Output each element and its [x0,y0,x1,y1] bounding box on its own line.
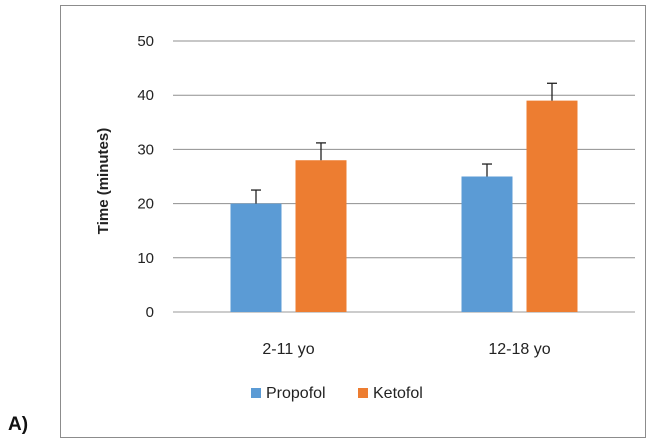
legend-swatch-ketofol [358,388,368,398]
legend-swatch-propofol [251,388,261,398]
y-tick-label: 40 [137,87,154,104]
chart-frame: 0 10 20 30 40 50 2-11 yo 12-18 yo Time (minute… [60,5,646,438]
bar-propofol-2 [461,176,513,312]
bar-ketofol-1 [295,160,347,312]
y-axis-title: Time (minutes) [95,128,112,234]
x-tick-label: 2-11 yo [262,341,314,358]
y-tick-label: 10 [137,250,154,267]
y-tick-label: 0 [146,304,154,321]
x-tick-labels: 2-11 yo 12-18 yo [262,341,550,358]
y-tick-label: 20 [137,196,154,213]
legend: Propofol Ketofol [251,385,423,402]
error-bars [251,82,557,204]
bar-chart: 0 10 20 30 40 50 2-11 yo 12-18 yo Time (minute… [95,33,635,402]
panel-label: A) [8,414,29,435]
bar-ketofol-2 [526,100,578,313]
y-tick-label: 30 [137,141,154,158]
legend-label-propofol: Propofol [266,385,326,402]
legend-label-ketofol: Ketofol [373,385,423,402]
x-tick-label: 12-18 yo [488,341,550,358]
bars [230,100,578,313]
y-tick-label: 50 [137,33,154,50]
bar-propofol-1 [230,203,282,312]
y-tick-labels: 0 10 20 30 40 50 [137,33,154,321]
